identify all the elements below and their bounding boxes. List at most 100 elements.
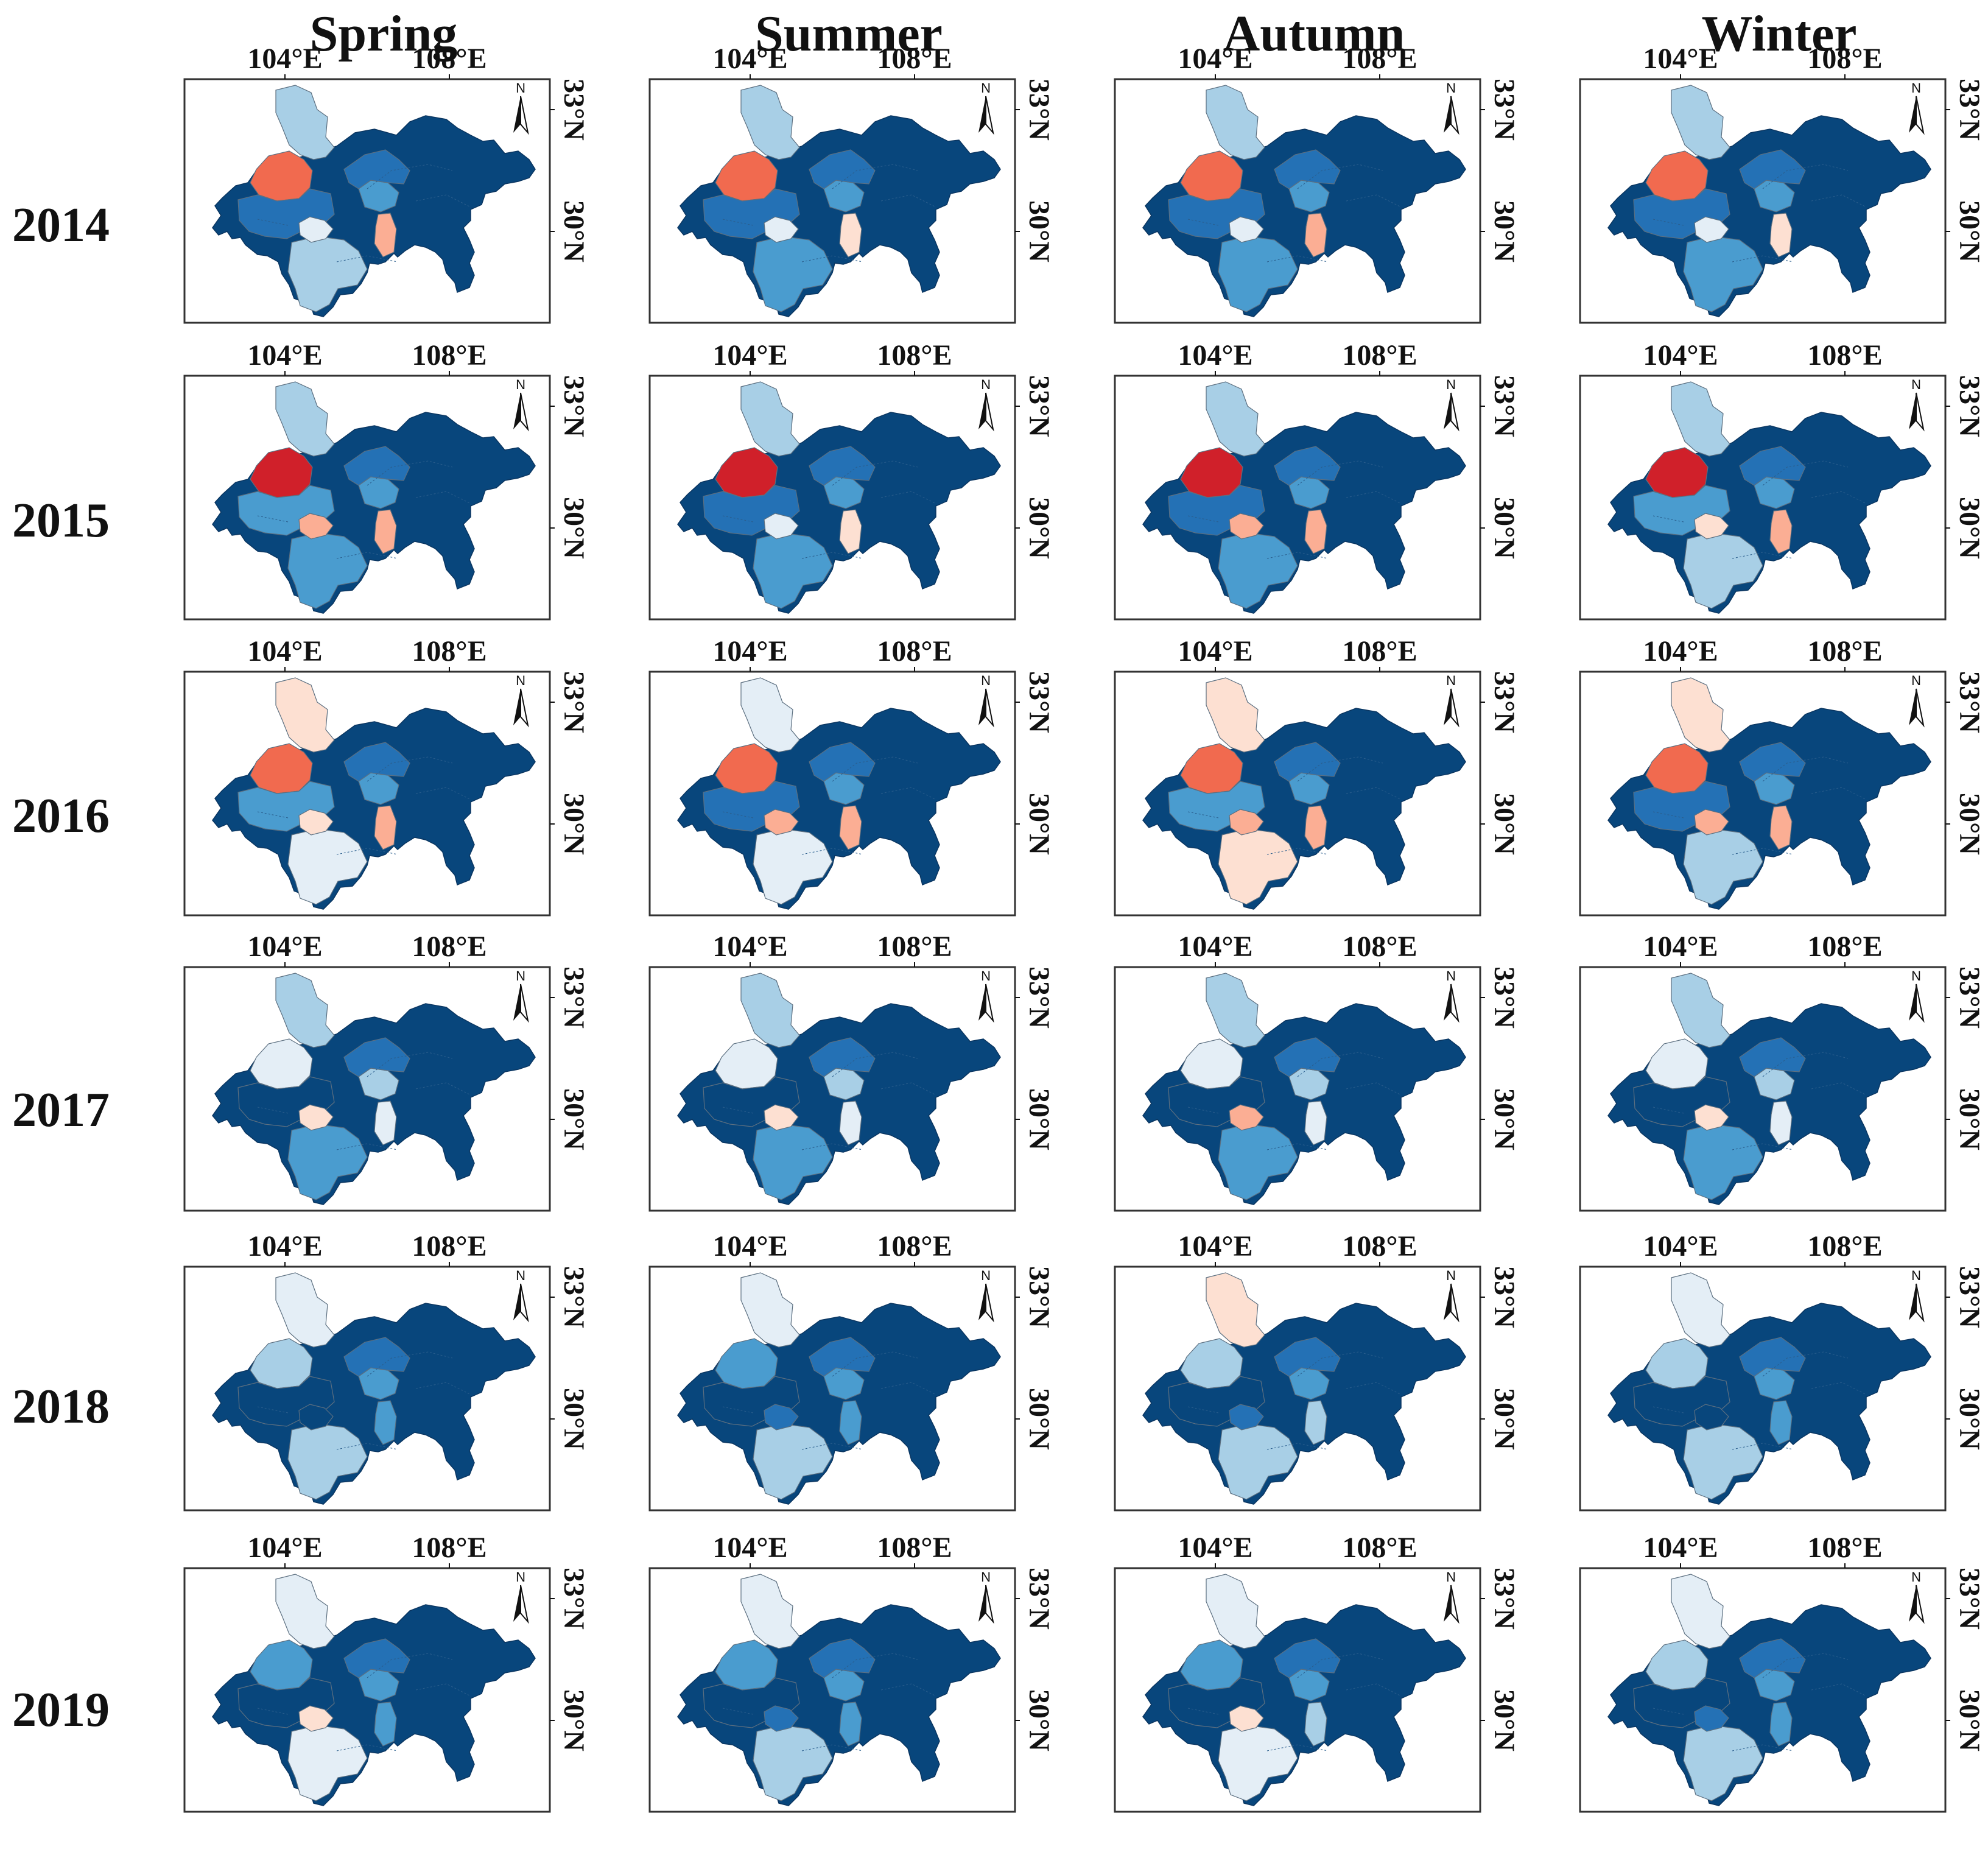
map-region-small-center <box>1694 1104 1729 1131</box>
map-panel-2014-autumn: 104°E 108°E 33°N 30°N N <box>1097 37 1523 324</box>
svg-text:N: N <box>1446 80 1456 96</box>
map-panel-2015-winter: 104°E 108°E 33°N 30°N N <box>1562 333 1988 621</box>
svg-text:N: N <box>516 80 525 96</box>
lon-tick-label: 104°E <box>1643 339 1718 371</box>
map-region-south-lobe <box>1218 1423 1298 1500</box>
map-region-south-lobe <box>1218 1124 1298 1200</box>
svg-text:N: N <box>1911 80 1921 96</box>
map-panel-2015-autumn: 104°E 108°E 33°N 30°N N <box>1097 333 1523 621</box>
lat-tick-label: 33°N <box>558 966 590 1029</box>
map-svg-2019-winter: 104°E 108°E 33°N 30°N N <box>1579 1532 1986 1813</box>
map-svg-2014-autumn: 104°E 108°E 33°N 30°N N <box>1114 43 1520 324</box>
map-region-small-center <box>298 809 334 836</box>
map-region-sichuan-west <box>1645 1639 1709 1691</box>
map-panel-2018-spring: 104°E 108°E 33°N 30°N N <box>166 1224 592 1512</box>
map-svg-2018-autumn: 104°E 108°E 33°N 30°N N <box>1114 1230 1520 1512</box>
map-region-sichuan-west <box>1180 743 1243 794</box>
lat-tick-label: 33°N <box>1023 375 1055 437</box>
map-internal-boundaries <box>1653 756 1867 855</box>
map-region-south-lobe <box>1218 1725 1298 1801</box>
lat-tick-label: 30°N <box>1488 497 1520 559</box>
map-internal-boundaries <box>1187 1653 1402 1751</box>
svg-text:N: N <box>981 80 991 96</box>
svg-text:N: N <box>981 673 991 688</box>
north-arrow-icon: N <box>513 80 529 135</box>
svg-text:N: N <box>1911 1569 1921 1585</box>
map-region-south-lobe <box>1683 236 1763 312</box>
map-internal-boundaries <box>1653 1052 1867 1150</box>
lat-tick-label: 33°N <box>1023 79 1055 141</box>
map-region-center-east-band <box>343 1638 410 1678</box>
map-svg-2015-spring: 104°E 108°E 33°N 30°N N <box>183 339 590 621</box>
lat-tick-label: 30°N <box>1488 1388 1520 1450</box>
lon-tick-label: 108°E <box>877 339 952 371</box>
map-panel-2017-summer: 104°E 108°E 33°N 30°N N <box>631 924 1058 1212</box>
map-region-east-small-light <box>1769 1400 1793 1445</box>
map-region-south-lobe <box>753 1725 833 1801</box>
map-internal-boundaries <box>257 756 471 855</box>
map-region-sichuan-west <box>1180 1038 1243 1089</box>
north-arrow-icon: N <box>978 968 994 1023</box>
lat-tick-label: 33°N <box>558 1266 590 1328</box>
svg-text:N: N <box>981 377 991 392</box>
map-region-north-county <box>740 677 800 753</box>
map-region-east-small-light <box>1769 213 1793 258</box>
lat-tick-label: 30°N <box>558 1088 590 1150</box>
map-region-small-center <box>1229 1104 1264 1131</box>
map-region-sichuan-west <box>1180 1338 1243 1389</box>
lat-tick-label: 30°N <box>1953 793 1986 855</box>
map-panel-2018-autumn: 104°E 108°E 33°N 30°N N <box>1097 1224 1523 1512</box>
svg-text:N: N <box>1446 377 1456 392</box>
north-arrow-icon: N <box>1444 1569 1459 1624</box>
lat-tick-label: 33°N <box>1488 966 1520 1029</box>
lat-tick-label: 30°N <box>558 497 590 559</box>
map-region-south-lobe <box>753 1124 833 1200</box>
map-region-east-small-light <box>1304 213 1327 258</box>
map-region-north-county <box>1206 381 1265 457</box>
season-header-spring: Spring <box>309 5 458 62</box>
map-internal-boundaries <box>1187 756 1402 855</box>
map-svg-2016-winter: 104°E 108°E 33°N 30°N N <box>1579 635 1986 917</box>
map-region-small-center <box>1694 1404 1729 1431</box>
year-label-2019: 2019 <box>12 1683 110 1737</box>
map-region-center-east-band <box>1739 149 1806 189</box>
map-svg-2017-autumn: 104°E 108°E 33°N 30°N N <box>1114 931 1520 1212</box>
map-region-small-center <box>298 513 334 540</box>
lat-tick-label: 30°N <box>1023 1088 1055 1150</box>
map-region-east-small-light <box>839 1400 862 1445</box>
map-region-center-east-band <box>1739 1638 1806 1678</box>
season-header-winter: Winter <box>1701 5 1857 62</box>
lat-tick-label: 33°N <box>1023 1568 1055 1630</box>
map-region-south-lobe <box>1683 1124 1763 1200</box>
map-region-small-center <box>764 216 799 243</box>
map-internal-boundaries <box>722 460 936 559</box>
map-region-east-small-light <box>1769 509 1793 554</box>
map-region-north-county <box>1671 973 1730 1048</box>
map-svg-2015-autumn: 104°E 108°E 33°N 30°N N <box>1114 339 1520 621</box>
lat-tick-label: 30°N <box>1023 1388 1055 1450</box>
map-region-east-small-light <box>374 509 397 554</box>
lon-tick-label: 108°E <box>1342 1230 1417 1262</box>
map-region-north-county <box>275 381 335 457</box>
lat-tick-label: 33°N <box>558 1568 590 1630</box>
map-panel-2017-winter: 104°E 108°E 33°N 30°N N <box>1562 924 1988 1212</box>
map-panel-2019-summer: 104°E 108°E 33°N 30°N N <box>631 1526 1058 1813</box>
map-region-sichuan-west <box>1180 1639 1243 1691</box>
lon-tick-label: 104°E <box>1643 1230 1718 1262</box>
north-arrow-icon: N <box>513 968 529 1023</box>
map-svg-2018-spring: 104°E 108°E 33°N 30°N N <box>183 1230 590 1512</box>
map-region-north-county <box>1206 1272 1265 1348</box>
lon-tick-label: 108°E <box>412 1230 486 1262</box>
map-region-small-center <box>764 809 799 836</box>
map-internal-boundaries <box>1653 1653 1867 1751</box>
map-region-east-small-light <box>1769 805 1793 850</box>
map-internal-boundaries <box>1187 460 1402 559</box>
lat-tick-label: 33°N <box>558 671 590 733</box>
map-region-center-east-band <box>343 742 410 782</box>
svg-text:N: N <box>516 968 525 984</box>
map-region-north-county <box>1206 677 1265 753</box>
map-region-south-lobe <box>287 1124 368 1200</box>
map-region-sichuan-west <box>1180 150 1243 202</box>
map-region-small-center <box>298 216 334 243</box>
map-region-north-county <box>1671 1272 1730 1348</box>
